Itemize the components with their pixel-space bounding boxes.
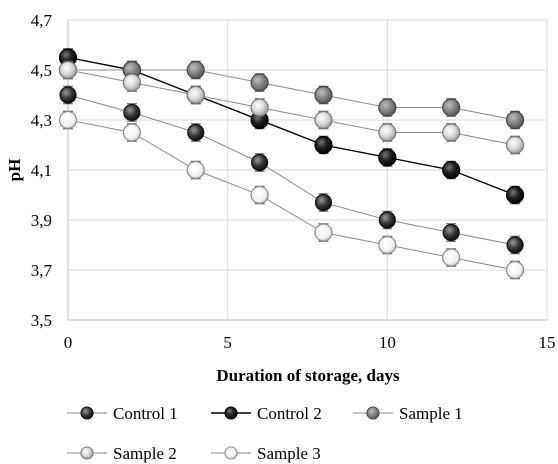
y-tick-label: 3,5 xyxy=(31,311,52,330)
series-line xyxy=(68,69,516,121)
legend-marker xyxy=(224,406,238,420)
data-point xyxy=(122,123,141,142)
y-tick-label: 3,9 xyxy=(31,211,52,230)
x-tick-label: 5 xyxy=(223,333,232,352)
x-axis-title: Duration of storage, days xyxy=(216,366,400,385)
data-point xyxy=(187,123,205,142)
x-tick-label: 15 xyxy=(539,333,556,352)
series-line xyxy=(67,94,516,246)
data-point xyxy=(442,160,461,180)
series-line xyxy=(67,69,516,146)
legend-item: Control 1 xyxy=(67,404,178,423)
data-point xyxy=(442,98,461,117)
y-axis-title: pH xyxy=(5,159,24,182)
legend-label: Sample 2 xyxy=(113,444,177,463)
legend-item: Sample 3 xyxy=(211,444,321,463)
data-point xyxy=(378,235,397,255)
legend-item: Sample 2 xyxy=(67,444,177,463)
legend-item: Control 2 xyxy=(211,404,322,423)
legend-label: Sample 1 xyxy=(399,404,463,423)
data-point xyxy=(250,185,269,205)
y-tick-label: 4,3 xyxy=(31,111,52,130)
series-sample-3 xyxy=(58,110,525,280)
legend-marker xyxy=(224,446,238,460)
series-line xyxy=(67,56,516,196)
data-point xyxy=(314,223,333,242)
data-point xyxy=(378,123,397,142)
y-tick-label: 4,1 xyxy=(31,161,52,180)
legend: Control 1 Control 2 Sample 1 Sample 2 Sample… xyxy=(67,404,463,463)
data-point xyxy=(59,86,77,104)
data-point xyxy=(378,148,397,167)
gridlines xyxy=(67,19,548,321)
data-point xyxy=(314,193,333,212)
tick-labels: 3,5 3,7 3,9 4,1 4,3 4,5 4,7 0 5 10 15 xyxy=(31,11,556,352)
legend-label: Control 1 xyxy=(113,404,178,423)
data-point xyxy=(251,153,269,172)
data-point xyxy=(442,123,461,142)
series-sample-2 xyxy=(58,60,525,155)
data-point xyxy=(186,160,205,180)
data-point xyxy=(314,110,333,130)
series-line xyxy=(67,119,516,271)
legend-label: Control 2 xyxy=(257,404,322,423)
series-control-1 xyxy=(59,85,524,255)
x-tick-label: 0 xyxy=(64,333,73,352)
series-layer xyxy=(58,48,525,280)
data-point xyxy=(505,110,525,130)
data-point xyxy=(186,85,205,105)
data-point xyxy=(123,103,141,122)
legend-marker xyxy=(80,446,94,460)
data-point xyxy=(442,223,460,242)
data-point xyxy=(122,73,141,92)
data-point xyxy=(442,248,461,267)
data-point xyxy=(58,110,78,130)
data-point xyxy=(314,135,333,155)
data-point xyxy=(378,98,397,117)
x-tick-label: 10 xyxy=(379,333,396,352)
data-point xyxy=(314,85,333,105)
legend-marker xyxy=(366,406,380,420)
y-tick-label: 4,7 xyxy=(31,11,53,30)
data-point xyxy=(186,60,205,80)
data-point xyxy=(505,185,525,205)
y-tick-label: 4,5 xyxy=(31,61,52,80)
legend-marker xyxy=(80,406,94,420)
data-point xyxy=(505,135,525,155)
legend-item: Sample 1 xyxy=(353,404,463,423)
data-point xyxy=(250,98,269,117)
data-point xyxy=(378,211,396,229)
legend-label: Sample 3 xyxy=(257,444,321,463)
data-point xyxy=(250,73,269,92)
data-point xyxy=(58,60,78,80)
data-point xyxy=(506,236,524,254)
y-tick-label: 3,7 xyxy=(31,261,53,280)
data-point xyxy=(505,260,525,280)
